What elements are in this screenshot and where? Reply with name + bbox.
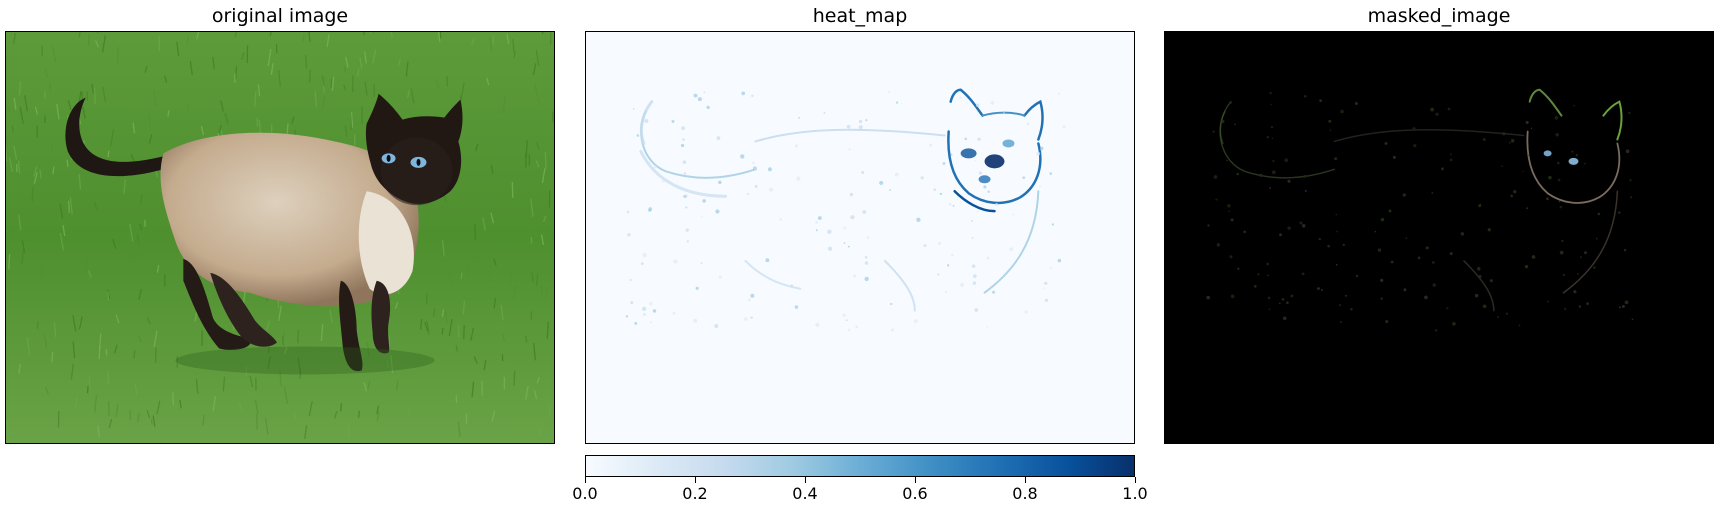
heat-map-image <box>586 32 1134 443</box>
original-cat-photo <box>6 32 554 443</box>
masked-image-title: masked_image <box>1367 5 1511 27</box>
colorbar-tick <box>694 477 696 483</box>
colorbar-tick-label: 0.4 <box>792 484 818 503</box>
colorbar-tick-label: 0.0 <box>572 484 598 503</box>
colorbar-tick-label: 0.2 <box>682 484 708 503</box>
masked-cat-image <box>1165 32 1713 443</box>
heat-map-colorbar <box>585 455 1135 477</box>
colorbar-tick <box>804 477 806 483</box>
masked-image-panel <box>1164 31 1714 444</box>
colorbar-tick <box>1134 477 1136 483</box>
original-image-title: original image <box>211 5 349 27</box>
colorbar-tick <box>1024 477 1026 483</box>
colorbar-tick-label: 1.0 <box>1122 484 1148 503</box>
colorbar-tick <box>584 477 586 483</box>
heat-map-panel <box>585 31 1135 444</box>
colorbar-tick <box>914 477 916 483</box>
colorbar-tick-label: 0.8 <box>1012 484 1038 503</box>
original-image-panel <box>5 31 555 444</box>
heat-map-title: heat_map <box>812 5 908 27</box>
colorbar-tick-label: 0.6 <box>902 484 928 503</box>
